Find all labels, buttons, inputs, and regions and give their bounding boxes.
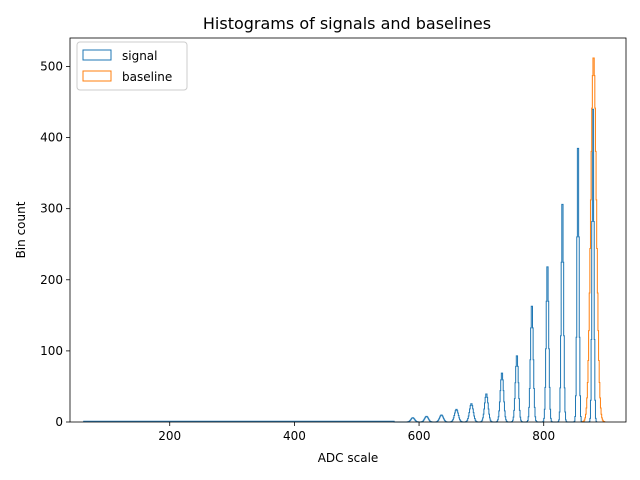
- y-tick-label: 300: [40, 202, 63, 216]
- series-baseline: [581, 57, 606, 423]
- y-axis-ticks: 0 100 200 300 400 500: [40, 59, 70, 429]
- legend-label-baseline: baseline: [122, 70, 172, 84]
- legend-swatch-baseline: [82, 70, 112, 82]
- x-tick-label: 400: [283, 429, 306, 443]
- x-tick-label: 800: [532, 429, 555, 443]
- legend: signal baseline: [76, 41, 188, 91]
- y-tick-label: 200: [40, 273, 63, 287]
- series-layer: [83, 57, 606, 423]
- x-tick-label: 200: [158, 429, 181, 443]
- series-signal: [83, 108, 598, 423]
- plot-area: [69, 37, 627, 423]
- legend-label-signal: signal: [122, 49, 158, 63]
- axes-frame: [69, 37, 627, 423]
- y-tick-label: 400: [40, 131, 63, 145]
- y-tick-label: 0: [55, 415, 63, 429]
- y-tick-label: 100: [40, 344, 63, 358]
- y-axis-label: Bin count: [14, 201, 28, 258]
- x-axis-label: ADC scale: [318, 451, 379, 465]
- legend-swatch-signal: [82, 49, 112, 61]
- chart-title: Histograms of signals and baselines: [203, 14, 491, 33]
- histogram-outline-signal: [83, 108, 598, 423]
- legend-box: [76, 41, 188, 91]
- x-tick-label: 600: [408, 429, 431, 443]
- histogram-outline-baseline: [581, 57, 606, 423]
- y-tick-label: 500: [40, 59, 63, 73]
- x-axis-ticks: 200 400 600 800: [158, 422, 555, 443]
